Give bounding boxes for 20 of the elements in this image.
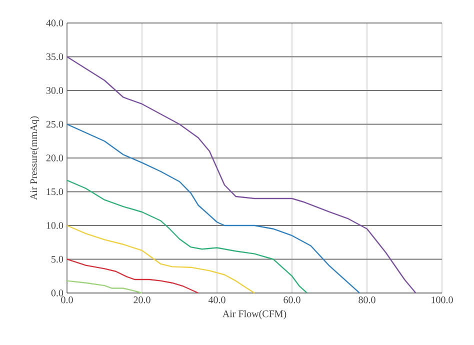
y-tick-label: 15.0	[46, 188, 64, 196]
y-tick-label: 5.0	[52, 256, 64, 263]
y-tick-label: 30.0	[46, 87, 64, 94]
x-tick-label: 80.0	[358, 296, 376, 304]
line-series	[66, 224, 256, 294]
line-series	[66, 180, 308, 294]
y-tick-label: 20.0	[46, 154, 64, 162]
y-tick-label: 35.0	[46, 53, 64, 60]
y-tick-label: 25.0	[46, 120, 64, 128]
x-tick-label: 60.0	[284, 296, 300, 304]
x-tick-label: 0.0	[61, 296, 73, 304]
x-tick-label: 100.0	[432, 296, 453, 304]
y-tick-label: 10.0	[46, 222, 64, 229]
x-tick-label: 40.0	[208, 296, 226, 304]
x-axis-title: Air Flow(CFM)	[222, 310, 286, 320]
line-series	[66, 280, 143, 294]
y-tick-label: 0.0	[51, 290, 64, 296]
y-tick-label: 40.0	[46, 20, 64, 26]
x-tick-label: 20.0	[134, 296, 150, 304]
y-axis-title: Air Pressure(mmAq)	[30, 116, 40, 200]
